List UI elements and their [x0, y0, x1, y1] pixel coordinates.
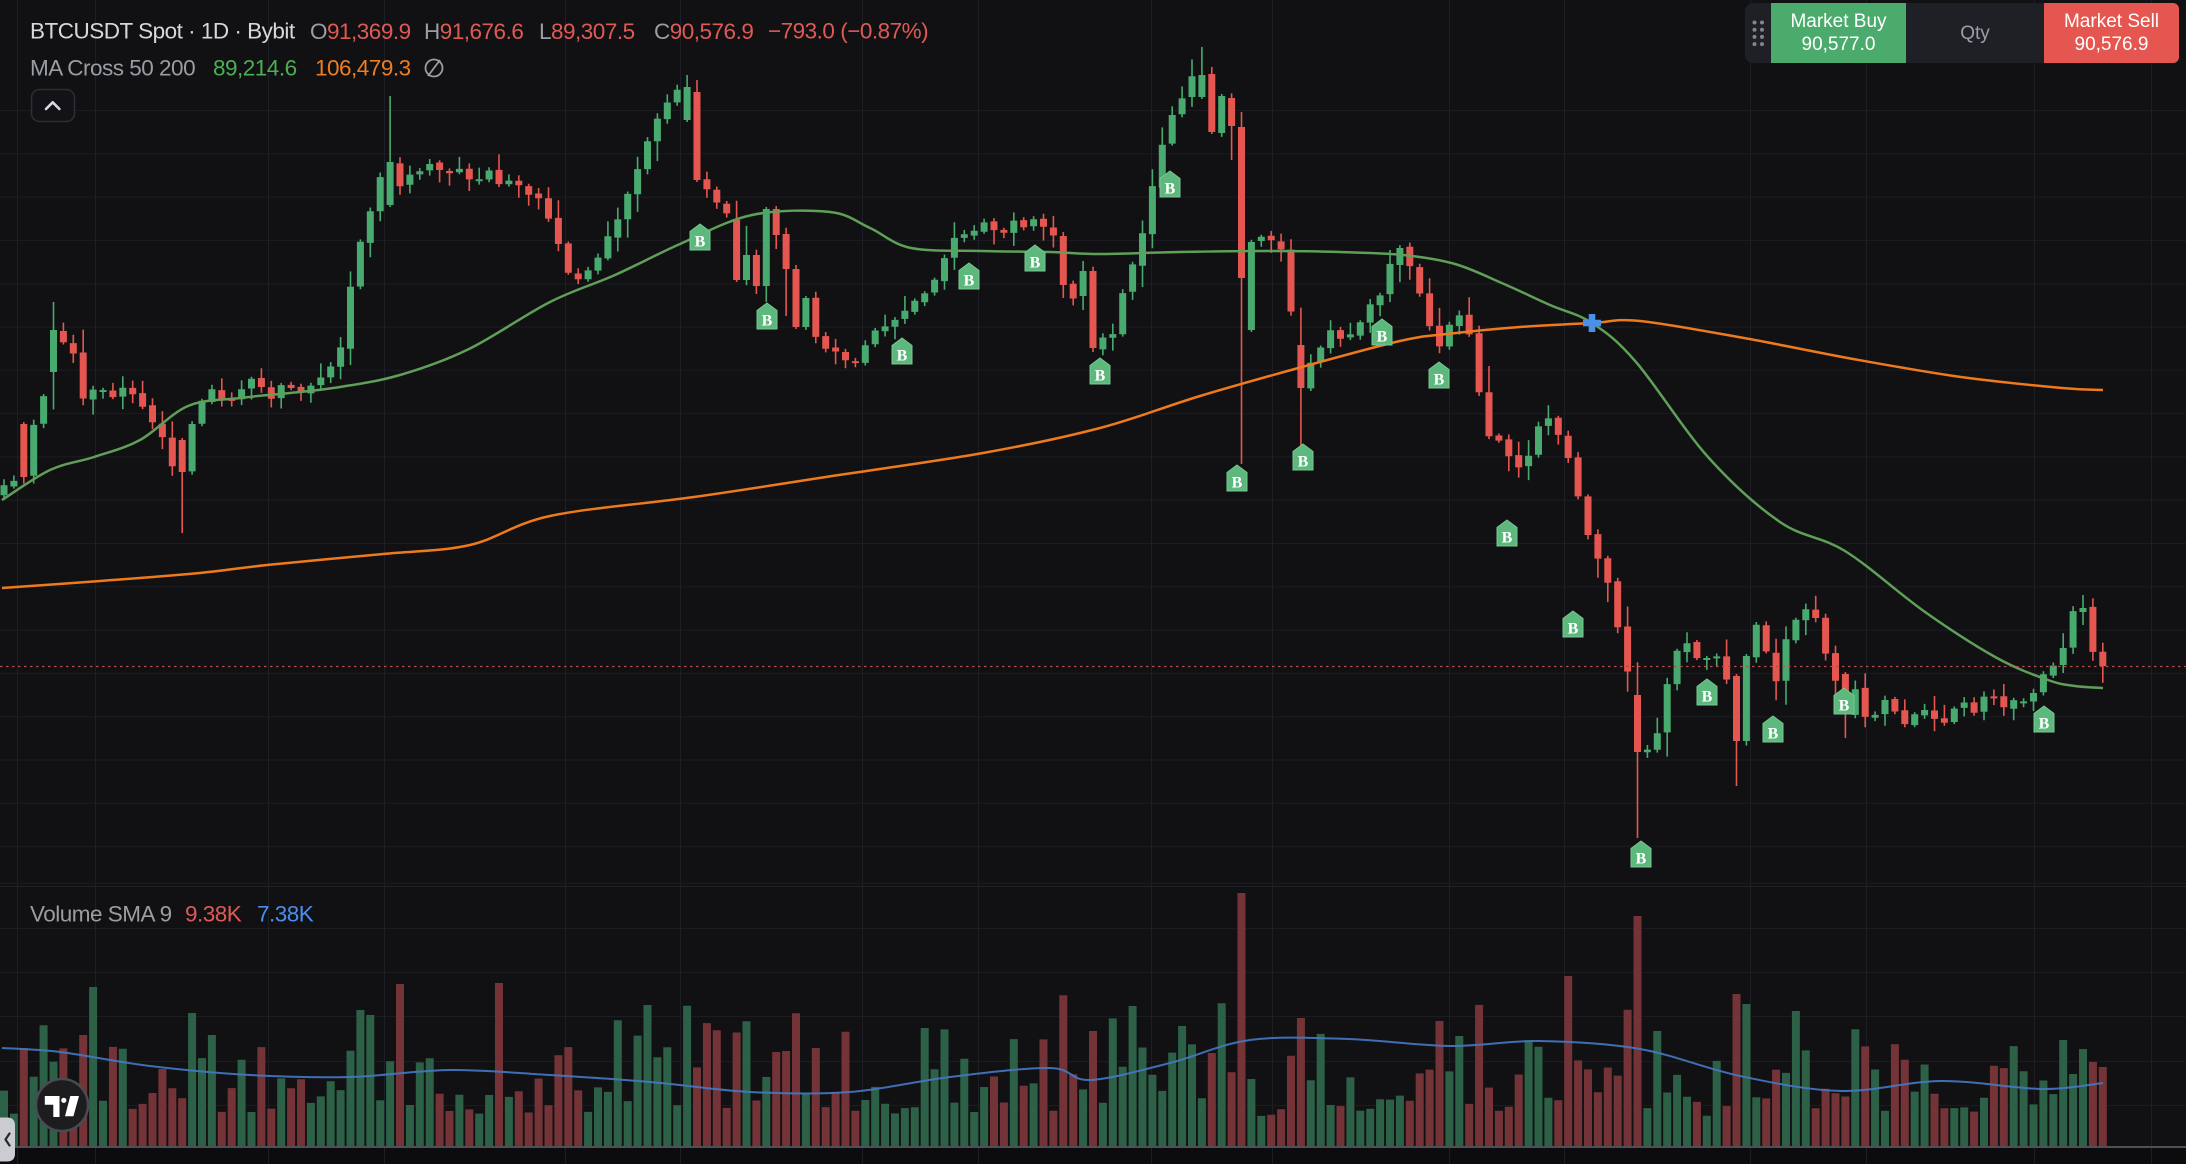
- svg-text:B: B: [1702, 689, 1713, 706]
- svg-text:O91,369.9: O91,369.9: [310, 19, 411, 44]
- svg-text:C90,576.9: C90,576.9: [654, 19, 753, 44]
- svg-text:B: B: [1377, 329, 1388, 346]
- svg-text:B: B: [1165, 181, 1176, 198]
- svg-text:B: B: [1232, 475, 1243, 492]
- svg-text:B: B: [1298, 454, 1309, 471]
- svg-text:7.38K: 7.38K: [257, 902, 314, 927]
- svg-text:Market Sell: Market Sell: [2064, 11, 2159, 32]
- svg-text:B: B: [695, 234, 706, 251]
- svg-text:B: B: [1095, 368, 1106, 385]
- svg-text:90,577.0: 90,577.0: [1802, 34, 1876, 55]
- svg-text:9.38K: 9.38K: [185, 902, 242, 927]
- svg-text:L89,307.5: L89,307.5: [539, 19, 635, 44]
- svg-text:B: B: [964, 273, 975, 290]
- svg-text:B: B: [2039, 716, 2050, 733]
- svg-text:H91,676.6: H91,676.6: [424, 19, 523, 44]
- svg-text:B: B: [1568, 621, 1579, 638]
- svg-text:Volume SMA 9: Volume SMA 9: [30, 902, 172, 927]
- svg-text:B: B: [1502, 530, 1513, 547]
- svg-text:90,576.9: 90,576.9: [2075, 34, 2149, 55]
- svg-text:B: B: [897, 348, 908, 365]
- svg-text:B: B: [1030, 255, 1041, 272]
- svg-text:106,479.3: 106,479.3: [315, 56, 411, 81]
- svg-text:−793.0 (−0.87%): −793.0 (−0.87%): [768, 19, 928, 44]
- svg-text:MA Cross 50 200: MA Cross 50 200: [30, 56, 195, 81]
- svg-text:Market Buy: Market Buy: [1790, 11, 1887, 32]
- svg-text:89,214.6: 89,214.6: [213, 56, 297, 81]
- svg-text:B: B: [1839, 698, 1850, 715]
- svg-text:B: B: [1768, 726, 1779, 743]
- svg-text:B: B: [1636, 851, 1647, 868]
- svg-text:B: B: [1434, 372, 1445, 389]
- svg-text:Qty: Qty: [1960, 23, 1990, 44]
- svg-text:B: B: [762, 313, 773, 330]
- svg-text:BTCUSDT Spot · 1D · Bybit: BTCUSDT Spot · 1D · Bybit: [30, 19, 296, 44]
